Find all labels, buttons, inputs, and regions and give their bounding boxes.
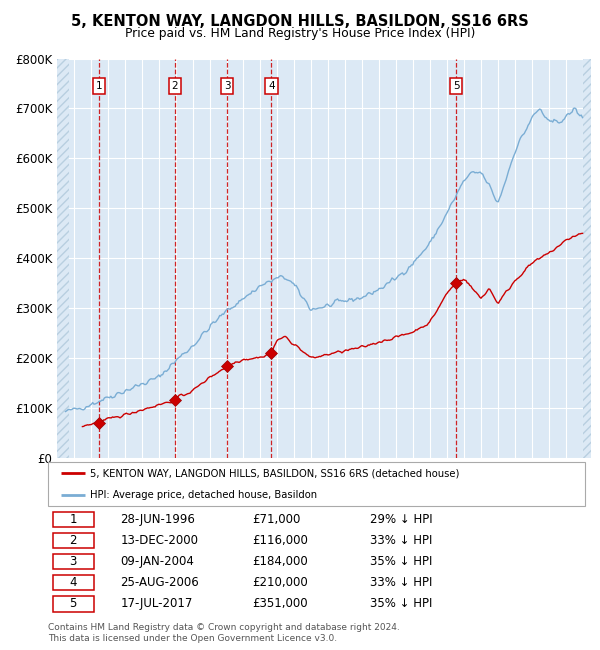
Text: 2: 2: [172, 81, 178, 91]
Text: This data is licensed under the Open Government Licence v3.0.: This data is licensed under the Open Gov…: [48, 634, 337, 644]
FancyBboxPatch shape: [48, 462, 585, 506]
Text: 25-AUG-2006: 25-AUG-2006: [121, 576, 199, 589]
FancyBboxPatch shape: [53, 596, 94, 612]
Text: 28-JUN-1996: 28-JUN-1996: [121, 513, 196, 526]
Text: £184,000: £184,000: [252, 555, 308, 568]
Text: £210,000: £210,000: [252, 576, 308, 589]
Text: 13-DEC-2000: 13-DEC-2000: [121, 534, 199, 547]
Text: 5: 5: [453, 81, 460, 91]
Text: 3: 3: [224, 81, 230, 91]
Text: 29% ↓ HPI: 29% ↓ HPI: [370, 513, 433, 526]
Text: 1: 1: [96, 81, 103, 91]
Text: 1: 1: [70, 513, 77, 526]
Text: 3: 3: [70, 555, 77, 568]
Text: Price paid vs. HM Land Registry's House Price Index (HPI): Price paid vs. HM Land Registry's House …: [125, 27, 475, 40]
Text: £71,000: £71,000: [252, 513, 301, 526]
Text: 4: 4: [268, 81, 275, 91]
Text: 35% ↓ HPI: 35% ↓ HPI: [370, 555, 433, 568]
Text: Contains HM Land Registry data © Crown copyright and database right 2024.: Contains HM Land Registry data © Crown c…: [48, 623, 400, 632]
Text: 2: 2: [70, 534, 77, 547]
FancyBboxPatch shape: [53, 533, 94, 549]
Text: 09-JAN-2004: 09-JAN-2004: [121, 555, 194, 568]
Text: 4: 4: [70, 576, 77, 589]
Text: 33% ↓ HPI: 33% ↓ HPI: [370, 576, 433, 589]
Text: £116,000: £116,000: [252, 534, 308, 547]
Text: HPI: Average price, detached house, Basildon: HPI: Average price, detached house, Basi…: [90, 489, 317, 500]
FancyBboxPatch shape: [53, 575, 94, 590]
Text: 5, KENTON WAY, LANGDON HILLS, BASILDON, SS16 6RS: 5, KENTON WAY, LANGDON HILLS, BASILDON, …: [71, 14, 529, 29]
Text: £351,000: £351,000: [252, 597, 308, 610]
Text: 35% ↓ HPI: 35% ↓ HPI: [370, 597, 433, 610]
Text: 5: 5: [70, 597, 77, 610]
Text: 17-JUL-2017: 17-JUL-2017: [121, 597, 193, 610]
Text: 33% ↓ HPI: 33% ↓ HPI: [370, 534, 433, 547]
Text: 5, KENTON WAY, LANGDON HILLS, BASILDON, SS16 6RS (detached house): 5, KENTON WAY, LANGDON HILLS, BASILDON, …: [90, 469, 459, 478]
FancyBboxPatch shape: [53, 512, 94, 527]
FancyBboxPatch shape: [53, 554, 94, 569]
